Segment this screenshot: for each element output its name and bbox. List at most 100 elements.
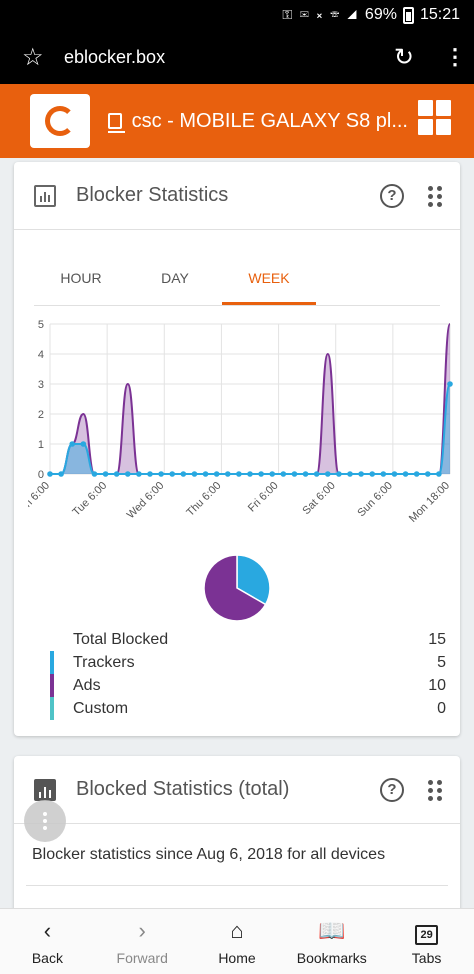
period-tabs: HOUR DAY WEEK bbox=[34, 254, 440, 306]
data-point bbox=[169, 471, 176, 477]
eblocker-logo[interactable] bbox=[30, 94, 90, 148]
tab-day[interactable]: DAY bbox=[161, 270, 189, 286]
pie-slice bbox=[203, 554, 267, 622]
data-point bbox=[280, 471, 287, 477]
card-header: Blocked Statistics (total) ? bbox=[14, 756, 460, 824]
dashboard-icon[interactable] bbox=[418, 100, 452, 136]
help-icon[interactable]: ? bbox=[380, 777, 404, 802]
status-bar: ⚿ ✉ ⨯ ☏ ◢ 69% 15:21 bbox=[0, 0, 474, 30]
nav-back[interactable]: ‹ Back bbox=[0, 909, 95, 974]
x-tick-label: Mon 6:00 bbox=[28, 480, 52, 521]
clock: 15:21 bbox=[419, 6, 460, 23]
legend-value: 0 bbox=[437, 699, 446, 717]
help-icon[interactable]: ? bbox=[380, 183, 404, 208]
data-point bbox=[224, 471, 231, 477]
data-point bbox=[136, 471, 142, 477]
data-point bbox=[47, 471, 53, 477]
data-point bbox=[58, 471, 64, 477]
data-point bbox=[269, 471, 276, 477]
legend-ads-swatch bbox=[50, 674, 54, 697]
browser-bottom-nav: ‹ Back › Forward ⌂ Home 📖 Bookmarks 29 T… bbox=[0, 908, 474, 974]
data-point bbox=[247, 471, 253, 477]
x-tick-label: Mon 18:00 bbox=[407, 480, 452, 525]
data-point bbox=[213, 471, 220, 477]
data-point bbox=[158, 471, 164, 477]
battery-percent: 69% bbox=[364, 6, 397, 23]
bookmark-star-icon[interactable]: ☆ bbox=[22, 43, 44, 71]
legend-label: Ads bbox=[73, 676, 101, 694]
series-line bbox=[50, 383, 451, 475]
back-arrow-icon: ‹ bbox=[43, 917, 52, 943]
data-point bbox=[436, 471, 442, 477]
nav-bookmarks[interactable]: 📖 Bookmarks bbox=[284, 909, 379, 974]
battery-icon bbox=[402, 6, 414, 24]
nav-label: Bookmarks bbox=[296, 949, 367, 966]
y-tick-label: 2 bbox=[38, 409, 44, 421]
floating-menu-button[interactable] bbox=[24, 800, 66, 842]
card-header: Blocker Statistics ? bbox=[14, 162, 460, 230]
data-point bbox=[191, 471, 198, 477]
nav-forward[interactable]: › Forward bbox=[95, 909, 190, 974]
series-line bbox=[50, 323, 451, 475]
data-point bbox=[336, 471, 342, 477]
data-point bbox=[413, 471, 420, 477]
legend-value: 5 bbox=[437, 653, 446, 671]
legend-custom-swatch bbox=[50, 697, 54, 720]
data-point bbox=[358, 471, 364, 477]
bar-chart-icon bbox=[34, 184, 56, 207]
x-tick-label: Fri 6:00 bbox=[246, 480, 281, 515]
data-point bbox=[124, 471, 131, 477]
x-tick-label: Wed 6:00 bbox=[125, 480, 167, 522]
data-point bbox=[202, 471, 209, 477]
reload-icon[interactable]: ↻ bbox=[393, 43, 414, 71]
nav-label: Forward bbox=[116, 949, 168, 966]
card-title: Blocker Statistics bbox=[76, 184, 229, 206]
drag-handle-icon[interactable] bbox=[428, 185, 442, 207]
tabs-count-icon: 29 bbox=[415, 924, 438, 945]
data-point bbox=[391, 471, 398, 477]
data-point bbox=[380, 471, 387, 477]
y-tick-label: 1 bbox=[38, 439, 44, 451]
app-header: csc - MOBILE GALAXY S8 pl... bbox=[0, 84, 474, 158]
status-icons: ⚿ ✉ ⨯ ☏ ◢ bbox=[282, 7, 359, 22]
nav-label: Back bbox=[31, 949, 63, 966]
x-tick-label: Sun 6:00 bbox=[355, 480, 395, 520]
series-area bbox=[50, 384, 450, 474]
x-tick-label: Thu 6:00 bbox=[184, 480, 223, 519]
y-tick-label: 4 bbox=[38, 349, 44, 361]
legend-custom: Custom 0 bbox=[50, 697, 446, 720]
data-point bbox=[402, 471, 409, 477]
browser-url-bar: ☆ eblocker.box ↻ ⋮ bbox=[0, 30, 474, 84]
legend-total: Total Blocked 15 bbox=[50, 628, 446, 651]
series-area bbox=[50, 324, 450, 474]
data-point bbox=[369, 471, 376, 477]
drag-handle-icon[interactable] bbox=[428, 779, 442, 801]
bar-chart-icon bbox=[34, 778, 56, 801]
x-tick-label: Tue 6:00 bbox=[70, 480, 109, 519]
data-point bbox=[80, 441, 87, 447]
blocker-statistics-card: Blocker Statistics ? HOUR DAY WEEK 0 1 2 3 4… bbox=[14, 162, 460, 736]
legend-value: 10 bbox=[428, 676, 446, 694]
data-point bbox=[347, 471, 353, 477]
legend-value: 15 bbox=[428, 630, 446, 648]
legend-total-swatch bbox=[50, 628, 54, 651]
more-menu-icon[interactable]: ⋮ bbox=[444, 44, 466, 69]
device-name: csc - MOBILE GALAXY S8 pl... bbox=[131, 109, 408, 132]
laptop-icon bbox=[108, 113, 125, 133]
tab-week[interactable]: WEEK bbox=[222, 254, 316, 305]
data-point bbox=[324, 471, 331, 477]
data-point bbox=[236, 471, 242, 477]
data-point bbox=[102, 471, 109, 477]
data-point bbox=[91, 471, 98, 477]
home-icon: ⌂ bbox=[230, 917, 244, 943]
tab-hour[interactable]: HOUR bbox=[60, 270, 102, 286]
nav-tabs[interactable]: 29 Tabs bbox=[379, 909, 474, 974]
data-point bbox=[447, 381, 453, 387]
device-selector[interactable]: csc - MOBILE GALAXY S8 pl... bbox=[108, 110, 408, 133]
data-point bbox=[69, 441, 76, 447]
url-field[interactable]: eblocker.box bbox=[64, 46, 166, 67]
data-point bbox=[147, 471, 153, 477]
legend-ads: Ads 10 bbox=[50, 674, 446, 697]
y-tick-label: 3 bbox=[38, 379, 44, 391]
nav-home[interactable]: ⌂ Home bbox=[190, 909, 285, 974]
